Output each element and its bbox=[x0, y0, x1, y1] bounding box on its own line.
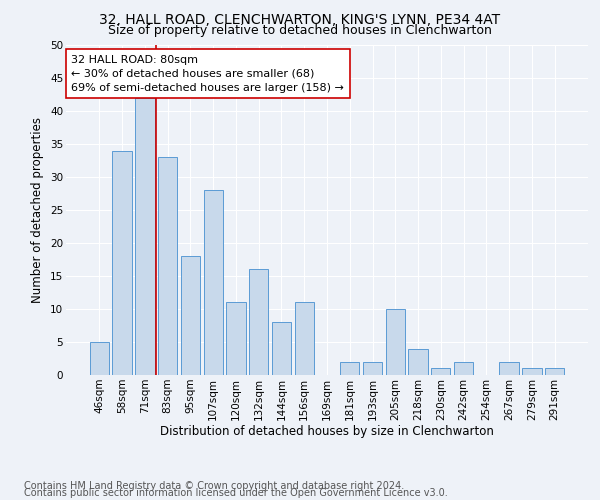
Bar bbox=[135, 98, 155, 375]
Text: 32 HALL ROAD: 80sqm
← 30% of detached houses are smaller (68)
69% of semi-detach: 32 HALL ROAD: 80sqm ← 30% of detached ho… bbox=[71, 55, 344, 93]
Bar bbox=[203, 190, 223, 375]
Bar bbox=[340, 362, 359, 375]
Text: Contains public sector information licensed under the Open Government Licence v3: Contains public sector information licen… bbox=[24, 488, 448, 498]
Text: Contains HM Land Registry data © Crown copyright and database right 2024.: Contains HM Land Registry data © Crown c… bbox=[24, 481, 404, 491]
Bar bbox=[112, 150, 132, 375]
Bar bbox=[181, 256, 200, 375]
Bar bbox=[454, 362, 473, 375]
Bar bbox=[545, 368, 564, 375]
Bar bbox=[272, 322, 291, 375]
Bar bbox=[90, 342, 109, 375]
Bar bbox=[386, 309, 405, 375]
Bar bbox=[522, 368, 542, 375]
Text: Size of property relative to detached houses in Clenchwarton: Size of property relative to detached ho… bbox=[108, 24, 492, 37]
Bar bbox=[431, 368, 451, 375]
Bar bbox=[295, 302, 314, 375]
Bar bbox=[158, 157, 178, 375]
Bar bbox=[499, 362, 519, 375]
Bar bbox=[226, 302, 245, 375]
Text: 32, HALL ROAD, CLENCHWARTON, KING'S LYNN, PE34 4AT: 32, HALL ROAD, CLENCHWARTON, KING'S LYNN… bbox=[100, 12, 500, 26]
Bar bbox=[363, 362, 382, 375]
Bar bbox=[409, 348, 428, 375]
Y-axis label: Number of detached properties: Number of detached properties bbox=[31, 117, 44, 303]
X-axis label: Distribution of detached houses by size in Clenchwarton: Distribution of detached houses by size … bbox=[160, 426, 494, 438]
Bar bbox=[249, 270, 268, 375]
